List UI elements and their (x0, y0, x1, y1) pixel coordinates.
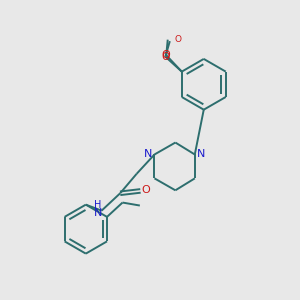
Text: O: O (161, 52, 170, 62)
Text: N: N (197, 148, 206, 159)
Text: H: H (94, 200, 101, 210)
Text: O: O (162, 50, 171, 60)
Text: N: N (94, 208, 102, 218)
Text: O: O (141, 185, 150, 195)
Text: N: N (144, 148, 152, 159)
Text: O: O (175, 35, 182, 44)
